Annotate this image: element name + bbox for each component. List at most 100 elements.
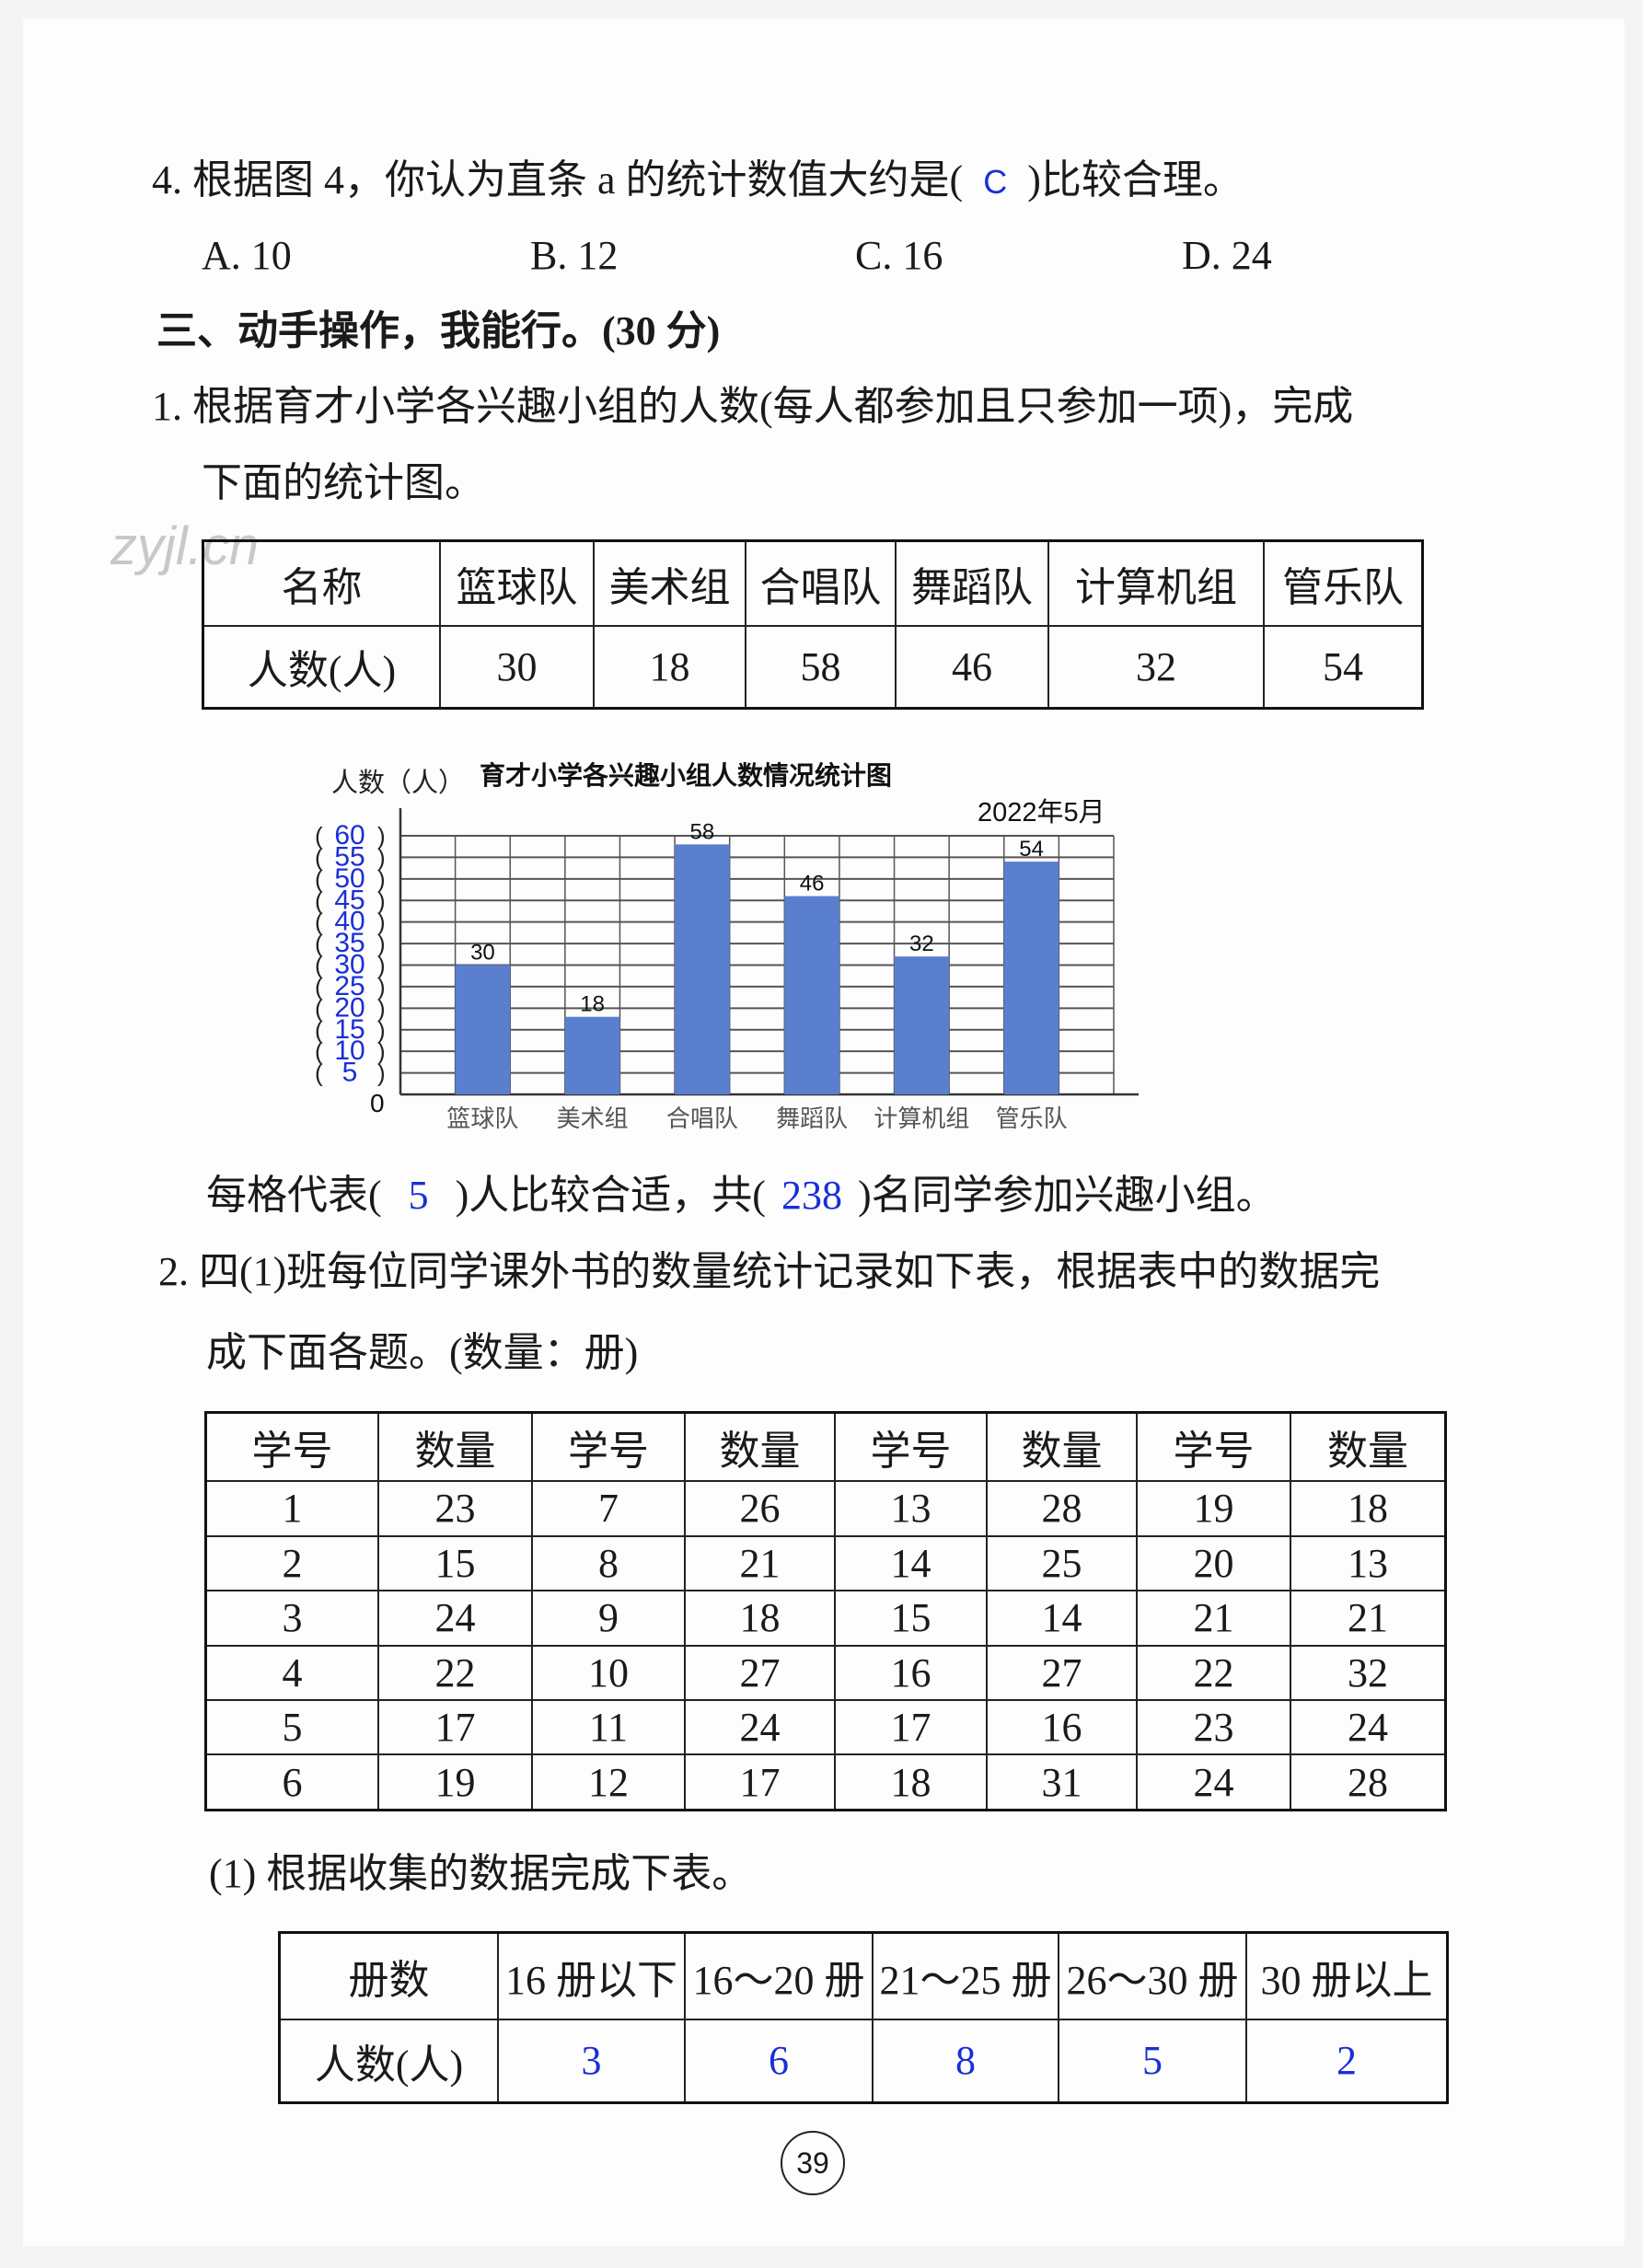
fill-text: 每格代表( [206,1173,382,1218]
answer-cell: 6 [684,2018,874,2104]
answer-per-grid: 5 [408,1173,429,1218]
chart-ylabel: 人数（人） [331,768,465,798]
q1-line1: 1. 根据育才小学各兴趣小组的人数(每人都参加且只参加一项)，完成 [152,384,1354,429]
table-cell: 24 [377,1590,533,1647]
y-tick-label: 30 [334,950,364,980]
count-cell: 54 [1263,624,1424,710]
question-4: 4. 根据图 4，你认为直条 a 的统计数值大约是(C)比较合理。 [152,160,1244,201]
count-cell: 46 [895,624,1049,710]
table-cell: 14 [834,1534,988,1592]
table-cell: 21 [1290,1590,1447,1647]
fill-text: )名同学参加兴趣小组。 [857,1173,1277,1218]
interest-group-table: 名称 篮球队 美术组 合唱队 舞蹈队 计算机组 管乐队 人数(人) 30 18 … [202,539,1424,710]
table-cell: 32 [1290,1644,1447,1701]
name-cell: 舞蹈队 [895,539,1049,627]
table-cell: 9 [531,1590,686,1647]
table-cell: 21 [684,1534,836,1592]
table-cell: 17 [834,1698,988,1756]
y-tick-label: 40 [334,907,364,937]
column-header: 数量 [986,1411,1138,1483]
summary-table: 册数 16 册以下 16～20 册 21～25 册 26～30 册 30 册以上 人数(人)… [278,1931,1449,2104]
y-tick-label: 50 [334,863,364,894]
table-cell: 27 [986,1644,1138,1701]
bar-chart: 人数（人） 育才小学各兴趣小组人数情况统计图 2022年5月 0 30 18 58 4… [315,760,1139,1132]
tick-paren: ) [377,1037,386,1065]
table-cell: 31 [986,1753,1138,1811]
tick-paren: ) [377,952,386,979]
table-cell: 5 [204,1698,379,1756]
table-cell: 11 [531,1698,686,1756]
table-row: 册数 16 册以下 16～20 册 21～25 册 26～30 册 30 册以上 [278,1931,1449,2020]
page [23,18,1625,2246]
category-label: 美术组 [557,1105,629,1132]
bar [894,956,950,1094]
answer-total: 238 [781,1173,842,1218]
table-cell: 19 [1136,1480,1291,1537]
table-cell: 21 [1136,1590,1291,1647]
chart-title: 育才小学各兴趣小组人数情况统计图 [480,760,892,790]
table-cell: 4 [204,1644,379,1701]
tick-paren: ( [315,886,323,914]
tick-paren: ) [377,843,386,871]
range-header: 21～25 册 [872,1931,1059,2020]
table-cell: 16 [834,1644,988,1701]
tick-paren: ( [315,843,323,871]
table-cell: 14 [986,1590,1138,1647]
row-label: 人数(人) [202,624,441,710]
table-cell: 27 [684,1644,836,1701]
table-row: 2 15 8 21 14 25 20 13 [204,1534,1447,1592]
tick-paren: ) [377,908,386,936]
tick-paren: ( [315,973,323,1001]
table-cell: 20 [1136,1534,1291,1592]
tick-paren: ( [315,1037,323,1065]
table-row: 5 17 11 24 17 16 23 24 [204,1698,1447,1756]
table-cell: 13 [1290,1534,1447,1592]
table-row: 人数(人) 3 6 8 5 2 [278,2018,1449,2104]
column-header: 学号 [531,1411,686,1483]
table-cell: 16 [986,1698,1138,1756]
table-cell: 25 [986,1534,1138,1592]
name-cell: 计算机组 [1047,539,1265,627]
table-cell: 19 [377,1753,533,1811]
answer-cell: 3 [497,2018,686,2104]
section-heading: 三、动手操作，我能行。(30 分) [156,308,721,353]
q2-line2: 成下面各题。(数量：册) [206,1330,639,1375]
table-cell: 6 [204,1753,379,1811]
category-label: 管乐队 [996,1105,1068,1132]
bar [784,896,839,1094]
table-cell: 15 [834,1590,988,1647]
fill-sentence: 每格代表(5)人比较合适，共(238)名同学参加兴趣小组。 [206,1175,1277,1216]
column-header: 学号 [204,1411,379,1483]
table-cell: 7 [531,1480,686,1537]
answer-cell: 8 [872,2018,1059,2104]
y-tick-label: 60 [334,820,364,850]
y-tick-label: 20 [334,992,364,1023]
bar [1003,862,1059,1094]
option-b: B. 12 [530,233,619,278]
table-cell: 28 [986,1480,1138,1537]
bar [455,965,511,1094]
option-a: A. 10 [202,233,292,278]
table-row: 6 19 12 17 18 31 24 28 [204,1753,1447,1811]
name-cell: 管乐队 [1263,539,1424,627]
data-label: 54 [1019,837,1044,862]
table-cell: 22 [377,1644,533,1701]
bar [564,1016,620,1094]
q1-line2: 下面的统计图。 [202,460,485,505]
range-header: 16 册以下 [497,1931,686,2020]
answer-cell: 5 [1058,2018,1247,2104]
count-cell: 18 [593,624,746,710]
tick-paren: ) [377,1016,386,1044]
tick-paren: ) [377,865,386,893]
q4-text-end: )比较合理。 [1027,157,1244,202]
column-header: 学号 [1136,1411,1291,1483]
category-label: 计算机组 [874,1105,969,1132]
book-count-table: 学号 数量 学号 数量 学号 数量 学号 数量 1 23 7 26 13 28 19 18 2 15 8 21 14 25… [204,1411,1447,1811]
table-cell: 18 [1290,1480,1447,1537]
data-label: 58 [690,819,715,844]
y-tick-label: 55 [334,841,364,872]
tick-paren: ) [377,994,386,1022]
chart-date: 2022年5月 [978,797,1105,827]
y-tick-label: 35 [334,928,364,958]
category-label: 篮球队 [446,1105,518,1132]
